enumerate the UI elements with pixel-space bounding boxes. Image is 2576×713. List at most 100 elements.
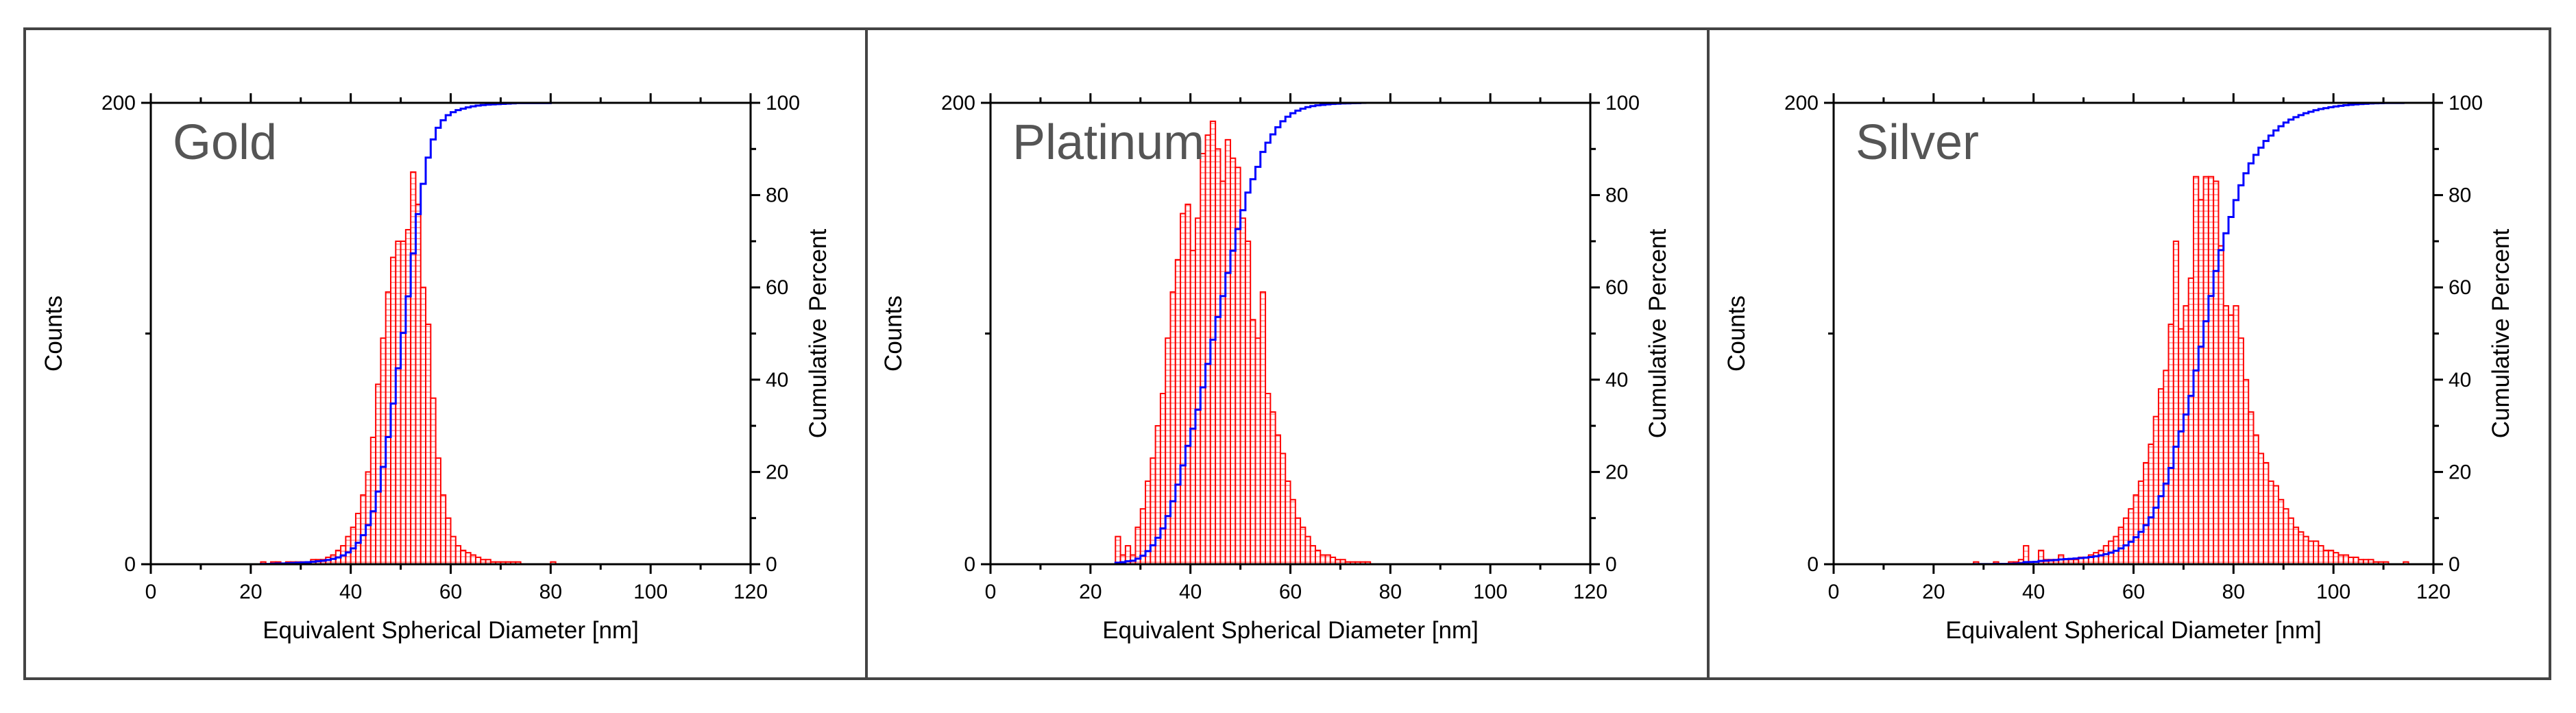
- y2-tick-label: 40: [1605, 369, 1628, 391]
- x-axis-title: Equivalent Spherical Diameter [nm]: [1945, 617, 2322, 644]
- histogram-bar: [430, 397, 437, 565]
- x-tick-label: 60: [439, 581, 462, 603]
- y-axis-ticks: 0 200: [1784, 92, 1834, 576]
- histogram-bar: [2283, 508, 2289, 565]
- histogram-bar: [2248, 411, 2255, 565]
- histogram-bar: [439, 494, 447, 565]
- histogram-bar: [2252, 434, 2259, 565]
- y2-tick-label: 60: [766, 276, 788, 299]
- histogram-bar: [2302, 535, 2309, 565]
- histogram-bar: [2292, 527, 2300, 565]
- histogram-bar: [1309, 545, 1316, 566]
- x-tick-label: 100: [1473, 581, 1507, 603]
- y2-tick-label: 20: [1605, 461, 1628, 483]
- y2-tick-label: 100: [1605, 92, 1640, 114]
- histogram-bar: [415, 204, 422, 565]
- histogram-bar: [400, 240, 406, 565]
- histogram-bar: [1184, 204, 1191, 565]
- histogram-bar: [1189, 250, 1196, 565]
- y-axis-title: Counts: [40, 295, 67, 372]
- panel-title: Platinum: [1012, 115, 1204, 170]
- x-tick-label: 100: [2316, 581, 2350, 603]
- plot-frame: [989, 101, 1592, 566]
- histogram-bar: [2342, 554, 2350, 565]
- histogram-bar: [1289, 498, 1296, 566]
- panel-frame-silver: [1707, 27, 2551, 680]
- histogram-bar: [2348, 556, 2355, 566]
- histogram-bar: [2327, 549, 2335, 565]
- histogram-bar: [474, 556, 482, 566]
- histogram-bar: [2207, 176, 2215, 565]
- histogram-bar: [2233, 305, 2239, 565]
- y-tick-label: 0: [1807, 553, 1819, 576]
- x-tick-label: 60: [1279, 581, 1302, 603]
- y-tick-label: 0: [124, 553, 136, 576]
- panel-frame-platinum: [865, 27, 1710, 680]
- y2-axis-title: Cumulative Percent: [805, 229, 831, 439]
- y2-tick-label: 80: [766, 184, 788, 207]
- histogram-bar: [2237, 337, 2244, 565]
- histogram-bar: [1180, 213, 1187, 565]
- y2-tick-label: 60: [1605, 276, 1628, 299]
- histogram-bar: [2257, 452, 2265, 565]
- histogram-bar: [2333, 552, 2340, 565]
- y2-tick-label: 80: [1605, 184, 1628, 207]
- histogram-bar: [1274, 434, 1281, 565]
- x-tick-label: 20: [1922, 581, 1945, 603]
- x-axis-title: Equivalent Spherical Diameter [nm]: [1102, 617, 1479, 644]
- cumulative-percent-line: [1972, 101, 2417, 566]
- panel-frame-gold: [23, 27, 868, 680]
- histogram-bar: [454, 545, 462, 566]
- histogram-bar: [435, 457, 441, 566]
- histogram-bar: [1254, 337, 1261, 565]
- histogram-bar: [1239, 217, 1246, 565]
- x-tick-label: 80: [539, 581, 562, 603]
- histogram-bar: [465, 552, 472, 565]
- y-tick-label: 200: [941, 92, 975, 114]
- x-tick-label: 40: [2022, 581, 2045, 603]
- histogram-bar: [2198, 199, 2204, 565]
- histogram-bar: [450, 535, 457, 565]
- y2-axis-title: Cumulative Percent: [1644, 229, 1671, 439]
- histogram-bar: [1324, 554, 1331, 565]
- histogram-bar: [2213, 180, 2220, 566]
- histogram-bar: [425, 324, 432, 565]
- histogram-bar: [1320, 554, 1326, 565]
- histogram-bar: [2353, 556, 2359, 566]
- histogram-bar: [2298, 531, 2305, 566]
- x-axis-ticks: 0 20 40 60 80 100 120: [985, 93, 1607, 603]
- x-tick-label: 80: [1379, 581, 1402, 603]
- y2-axis-ticks: 0 20 40 60 80 100: [2433, 92, 2483, 576]
- y2-tick-label: 80: [2449, 184, 2471, 207]
- x-tick-label: 120: [2416, 581, 2451, 603]
- histogram-bar: [2287, 517, 2294, 566]
- panel-title: Gold: [173, 115, 277, 170]
- histogram-bar: [1215, 148, 1222, 566]
- histogram-bar: [2222, 305, 2230, 565]
- histogram-bar: [2183, 305, 2189, 565]
- histogram-bar: [2133, 494, 2139, 565]
- histogram-bar: [1115, 535, 1121, 565]
- y2-tick-label: 60: [2449, 276, 2471, 299]
- histogram-bar: [470, 554, 476, 565]
- x-tick-label: 120: [1573, 581, 1607, 603]
- histogram-bar: [1329, 556, 1337, 566]
- histogram-bar: [1169, 291, 1176, 565]
- y2-tick-label: 0: [2449, 553, 2460, 576]
- y2-tick-label: 40: [766, 369, 788, 391]
- histogram-bar: [2318, 545, 2324, 566]
- histogram-bar: [2152, 415, 2159, 566]
- y-axis-title: Counts: [880, 295, 907, 372]
- histogram-bar: [2307, 540, 2314, 565]
- histogram-bar: [2272, 485, 2279, 566]
- y2-tick-label: 20: [766, 461, 788, 483]
- cumulative-percent-line: [259, 101, 564, 566]
- x-tick-label: 20: [1079, 581, 1102, 603]
- y2-tick-label: 100: [2449, 92, 2483, 114]
- histogram-bar: [2263, 461, 2270, 565]
- y2-tick-label: 0: [766, 553, 777, 576]
- histogram-bar: [2228, 314, 2235, 565]
- x-tick-label: 60: [2122, 581, 2145, 603]
- histogram-bar: [2313, 540, 2320, 565]
- histogram-bar: [2202, 176, 2209, 565]
